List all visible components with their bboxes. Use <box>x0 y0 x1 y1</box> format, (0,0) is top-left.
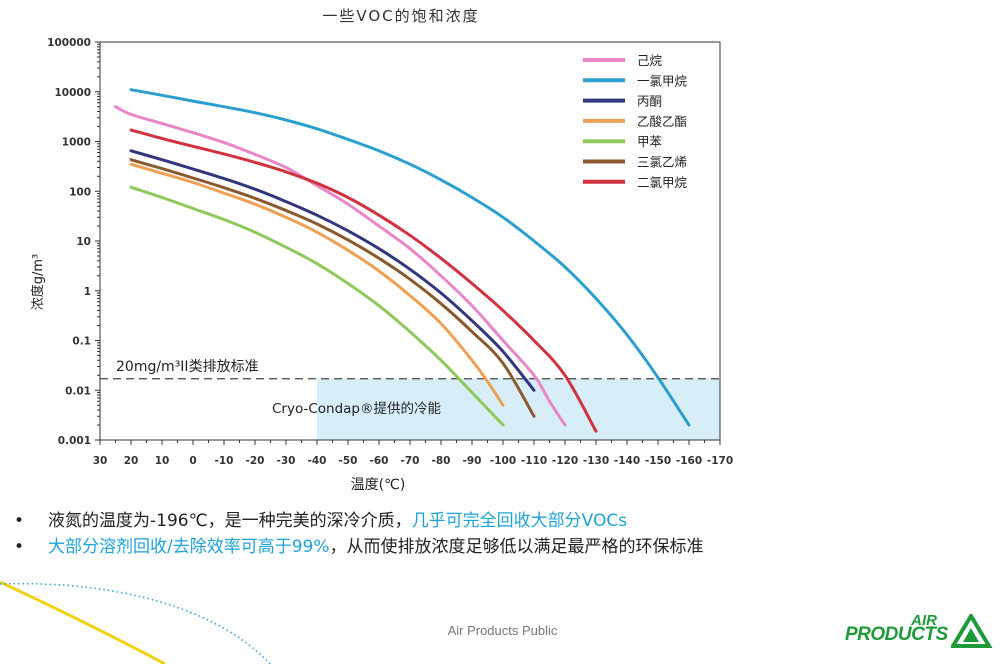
bullet-marker: • <box>14 511 25 531</box>
x-tick-label: -10 <box>215 455 234 467</box>
air-products-logo: AIR PRODUCTS <box>845 612 995 652</box>
legend-label: 甲苯 <box>637 134 663 149</box>
chart-title: 一些VOC的饱和浓度 <box>322 7 479 25</box>
emission-limit-label: 20mg/m³II类排放标准 <box>116 359 259 375</box>
x-tick-label: -170 <box>707 455 733 467</box>
bullet-item: • 液氮的温度为-196℃，是一种完美的深冷介质，几乎可完全回收大部分VOCs <box>14 508 704 534</box>
x-tick-label: 10 <box>155 455 170 467</box>
series-line-丙酮 <box>129 149 536 392</box>
bullet-text: ，从而使排放浓度足够低以满足最严格的环保标准 <box>329 537 704 557</box>
y-tick-label: 100000 <box>47 37 91 49</box>
series-line-一氯甲烷 <box>129 88 691 427</box>
series-line-二氯甲烷 <box>129 128 598 433</box>
voc-saturation-chart: 一些VOC的饱和浓度 1000001000010001001010.10.010… <box>30 7 733 493</box>
y-axis-label: 浓度g/m³ <box>30 254 46 311</box>
x-tick-label: -150 <box>645 455 671 467</box>
x-tick-label: 30 <box>93 455 108 467</box>
bullet-text: 液氮的温度为-196℃，是一种完美的深冷介质， <box>48 511 412 531</box>
y-tick-label: 1000 <box>62 137 91 149</box>
series-line-三氯乙烯 <box>129 158 536 418</box>
x-tick-label: -80 <box>432 455 451 467</box>
x-tick-label: -160 <box>676 455 702 467</box>
legend-label: 己烷 <box>637 53 663 68</box>
x-tick-label: -140 <box>614 455 640 467</box>
legend-label: 三氯乙烯 <box>637 155 687 170</box>
x-tick-label: -50 <box>339 455 358 467</box>
legend-label: 二氯甲烷 <box>637 175 688 190</box>
bullet-list: • 液氮的温度为-196℃，是一种完美的深冷介质，几乎可完全回收大部分VOCs •… <box>14 508 704 560</box>
x-tick-label: -60 <box>370 455 389 467</box>
cold-region-label: Cryo-Condap®提供的冷能 <box>272 401 441 417</box>
bullet-highlight: 几乎可完全回收大部分VOCs <box>411 511 628 531</box>
x-tick-label: -70 <box>401 455 420 467</box>
y-tick-label: 0.01 <box>65 385 91 397</box>
logo-line1: AIR <box>911 612 937 629</box>
legend-label: 丙酮 <box>637 94 662 109</box>
x-tick-label: -100 <box>490 455 516 467</box>
x-tick-label: -130 <box>583 455 609 467</box>
x-tick-label: -110 <box>521 455 547 467</box>
legend-label: 一氯甲烷 <box>637 73 688 88</box>
series-line-乙酸乙酯 <box>129 162 505 407</box>
y-tick-label: 10 <box>76 236 91 248</box>
logo-line2: PRODUCTS <box>845 624 948 645</box>
x-tick-label: -90 <box>463 455 482 467</box>
bullet-highlight: 大部分溶剂回收/去除效率可高于99% <box>48 537 330 557</box>
x-tick-label: 20 <box>124 455 139 467</box>
bullet-marker: • <box>14 537 25 557</box>
legend-label: 乙酸乙酯 <box>637 114 687 129</box>
series-line-己烷 <box>114 105 567 427</box>
x-axis-label: 温度(℃) <box>351 477 406 493</box>
y-tick-label: 0.1 <box>72 336 91 348</box>
bullet-item: • 大部分溶剂回收/去除效率可高于99%，从而使排放浓度足够低以满足最严格的环保标… <box>14 534 704 560</box>
y-tick-label: 10000 <box>54 87 91 99</box>
x-tick-label: -120 <box>552 455 578 467</box>
y-tick-label: 100 <box>69 186 91 198</box>
series-line-甲苯 <box>129 185 505 427</box>
x-tick-label: -30 <box>277 455 296 467</box>
y-tick-label: 1 <box>84 286 91 298</box>
x-tick-label: -20 <box>246 455 265 467</box>
logo-triangle-icon <box>951 614 993 648</box>
decorative-swoosh <box>0 580 271 664</box>
x-tick-label: 0 <box>189 455 196 467</box>
y-tick-label: 0.001 <box>58 435 91 447</box>
x-tick-label: -40 <box>308 455 327 467</box>
footer-text: Air Products Public <box>447 623 558 638</box>
